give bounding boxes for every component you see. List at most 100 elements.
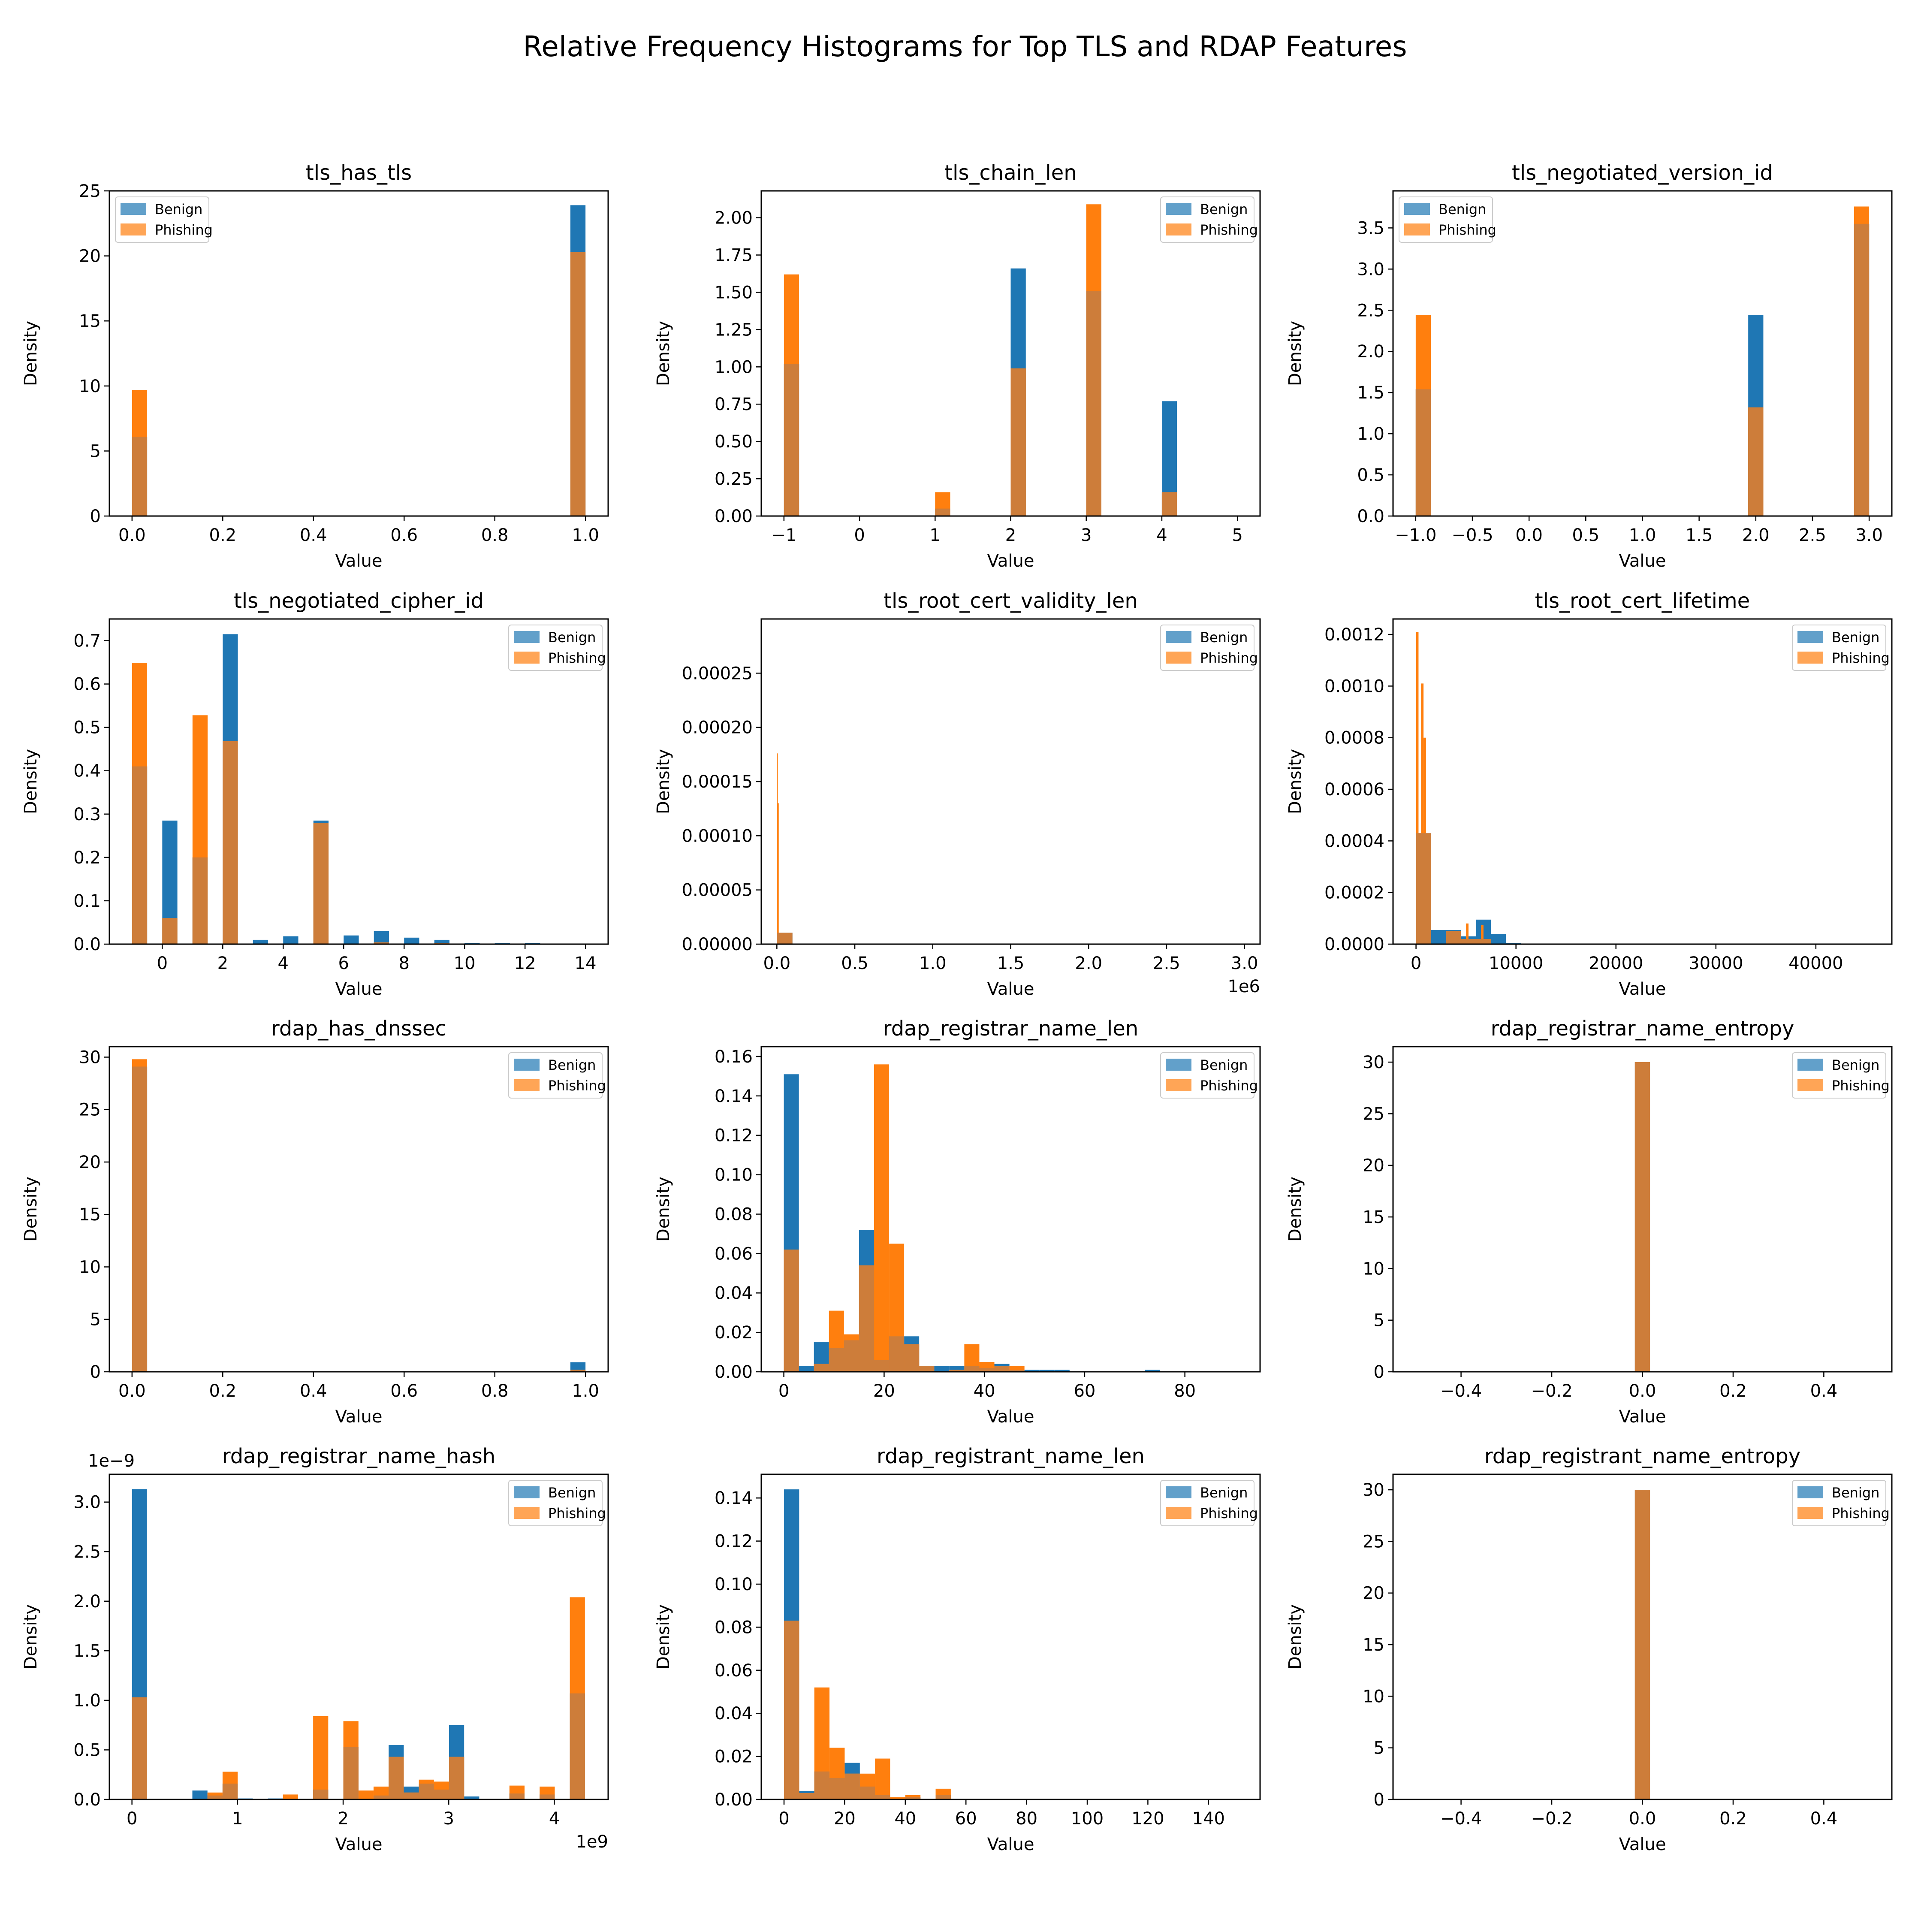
bar-overlap xyxy=(570,1370,586,1372)
y-tick-label: 0.50 xyxy=(715,432,753,452)
bar-overlap xyxy=(875,1795,890,1799)
x-tick-label: 3 xyxy=(1081,525,1092,545)
legend-label-benign: Benign xyxy=(548,1057,596,1073)
x-tick-label: 2 xyxy=(217,954,228,973)
bar-overlap xyxy=(313,823,329,944)
legend-label-phishing: Phishing xyxy=(1200,1078,1258,1094)
y-tick-label: 0.02 xyxy=(715,1747,753,1767)
bar-overlap xyxy=(904,1344,920,1372)
legend-swatch-phishing xyxy=(1166,1507,1191,1519)
x-tick-label: 6 xyxy=(338,954,349,973)
legend-swatch-benign xyxy=(1166,631,1191,643)
legend-label-benign: Benign xyxy=(1438,201,1486,217)
legend-label-phishing: Phishing xyxy=(1200,650,1258,666)
x-tick-label: 1.0 xyxy=(919,954,947,973)
bar-overlap xyxy=(844,1340,859,1372)
x-tick-label: 20 xyxy=(873,1381,895,1401)
y-tick-label: 5 xyxy=(1374,1311,1384,1331)
plot-frame xyxy=(760,1046,1261,1373)
y-tick-label: 20 xyxy=(1363,1156,1384,1176)
bar-phishing xyxy=(778,803,779,944)
y-tick-label: 10 xyxy=(1363,1687,1384,1706)
x-tick-label: 0.4 xyxy=(1810,1381,1838,1401)
bar-overlap xyxy=(434,1789,449,1799)
bar-overlap xyxy=(777,933,793,944)
x-tick-label: 0.0 xyxy=(1515,525,1543,545)
y-tick-label: 20 xyxy=(79,1153,101,1172)
x-tick-label: 14 xyxy=(575,954,597,973)
subplot-title: rdap_registrar_name_hash xyxy=(222,1444,495,1468)
y-tick-label: 2.0 xyxy=(73,1592,101,1612)
subplot-title: rdap_registrant_name_len xyxy=(877,1444,1145,1468)
bar-overlap xyxy=(207,1795,223,1799)
x-tick-label: −0.5 xyxy=(1451,525,1493,545)
y-axis-label: Density xyxy=(21,749,41,814)
x-tick-label: 10 xyxy=(454,954,476,973)
bar-overlap xyxy=(1446,931,1461,944)
legend: Benign Phishing xyxy=(1792,1480,1890,1526)
bar-overlap xyxy=(570,252,586,516)
y-tick-label: 0.10 xyxy=(715,1165,753,1185)
y-tick-label: 3.5 xyxy=(1357,218,1384,238)
x-tick-label: 80 xyxy=(1174,1381,1196,1401)
y-tick-label: 2.5 xyxy=(1357,301,1384,320)
bar-overlap xyxy=(192,857,208,944)
y-tick-label: 1.0 xyxy=(73,1691,101,1711)
subplot-tls-negotiated-cipher-id: 0 2 4 6 8 10 12 14 0.0 0.1 0.2 0.3 0.4 0.5 0.6 0.7 tls_n… xyxy=(21,589,609,999)
x-tick-label: 1.0 xyxy=(1629,525,1656,545)
bar-phishing xyxy=(1481,924,1484,944)
legend-label-phishing: Phishing xyxy=(155,222,213,238)
x-tick-label: 0.5 xyxy=(841,954,868,973)
bar-overlap xyxy=(343,1747,359,1799)
x-tick-label: 0.4 xyxy=(1810,1809,1838,1829)
legend: Benign Phishing xyxy=(1399,196,1496,243)
bar-benign xyxy=(374,931,389,944)
bar-benign xyxy=(344,935,359,944)
y-axis-label: Density xyxy=(21,321,41,386)
bar-benign xyxy=(570,1362,586,1372)
subplot-title: rdap_registrar_name_entropy xyxy=(1491,1017,1794,1041)
x-axis-label: Value xyxy=(335,551,383,571)
x-tick-label: 0.0 xyxy=(763,954,791,973)
bar-overlap xyxy=(132,437,148,516)
legend: Benign Phishing xyxy=(1160,625,1258,671)
y-tick-label: 0.0010 xyxy=(1324,676,1384,696)
x-tick-label: 40000 xyxy=(1788,954,1843,973)
subplot-title: tls_has_tls xyxy=(306,161,412,185)
y-tick-label: 2.00 xyxy=(715,208,753,228)
y-tick-label: 0.0006 xyxy=(1324,780,1384,800)
y-tick-label: 0.25 xyxy=(715,469,753,489)
x-tick-label: 0.5 xyxy=(1572,525,1600,545)
bar-overlap xyxy=(935,508,950,516)
legend-label-phishing: Phishing xyxy=(1832,650,1890,666)
y-tick-label: 0.6 xyxy=(73,675,101,694)
y-axis-label: Density xyxy=(21,1177,41,1242)
bar-phishing xyxy=(874,1064,890,1372)
legend-label-benign: Benign xyxy=(1832,1057,1879,1073)
x-tick-label: 2.0 xyxy=(1742,525,1770,545)
y-tick-label: 5 xyxy=(1374,1739,1384,1758)
bar-overlap xyxy=(1009,1370,1025,1372)
bar-overlap xyxy=(784,1250,799,1372)
legend-label-phishing: Phishing xyxy=(1200,1505,1258,1521)
subplot-title: tls_negotiated_version_id xyxy=(1512,161,1773,185)
bar-overlap xyxy=(859,1786,875,1799)
x-tick-label: 4 xyxy=(278,954,289,973)
y-tick-label: 5 xyxy=(90,441,101,461)
bar-overlap xyxy=(540,1794,555,1799)
subplot-title: rdap_registrant_name_entropy xyxy=(1484,1444,1800,1468)
subplot-tls-negotiated-version-id: −1.0 −0.5 0.0 0.5 1.0 1.5 2.0 2.5 3.0 0.0 0.5 1.0 1.… xyxy=(1285,161,1893,571)
bar-benign xyxy=(799,1366,814,1372)
x-tick-label: 2 xyxy=(1005,525,1016,545)
subplot-title: tls_negotiated_cipher_id xyxy=(234,589,484,613)
bar-phishing xyxy=(1466,923,1469,944)
y-axis-label: Density xyxy=(1285,1604,1305,1669)
x-tick-label: 1 xyxy=(930,525,941,545)
y-tick-label: 5 xyxy=(90,1310,101,1330)
y-tick-label: 0.08 xyxy=(715,1618,753,1637)
y-tick-label: 0.00010 xyxy=(682,826,753,846)
y-tick-label: 0.12 xyxy=(715,1126,753,1146)
y-tick-label: 0 xyxy=(1374,1790,1384,1810)
y-tick-label: 0.2 xyxy=(73,848,101,868)
x-tick-label: 3.0 xyxy=(1855,525,1883,545)
